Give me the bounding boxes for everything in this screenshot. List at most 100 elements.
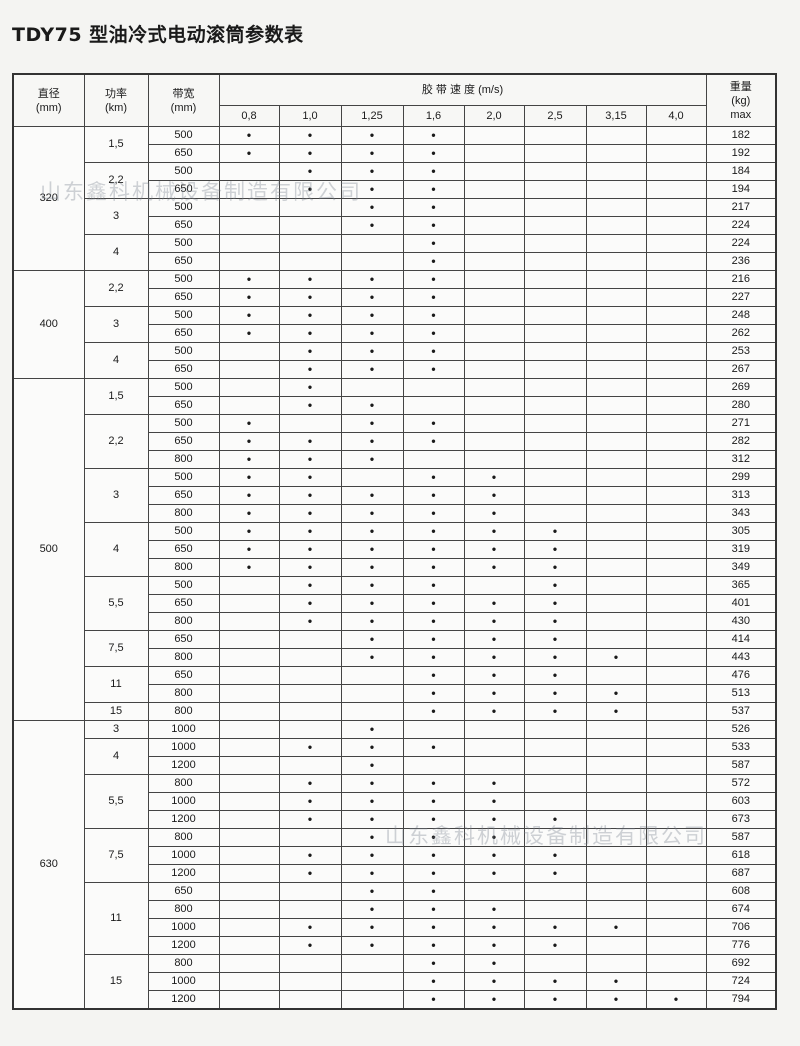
speed-cell — [523, 468, 587, 487]
speed-cell — [523, 234, 587, 253]
width-cell: 650 — [147, 432, 220, 451]
available-dot-icon: • — [246, 433, 252, 448]
speed-cell: • — [278, 270, 342, 289]
available-dot-icon: • — [431, 847, 436, 862]
diameter-cell: 320 — [12, 126, 85, 271]
speed-cell: • — [523, 810, 587, 829]
speed-cell — [463, 144, 525, 163]
speed-cell — [463, 882, 525, 901]
speed-cell: • — [585, 990, 647, 1010]
available-dot-icon: • — [613, 703, 619, 718]
table-row: 650 • • • • 262 — [13, 324, 777, 343]
speed-cell — [523, 270, 587, 289]
table-row: 2,2 500 • • • 271 — [13, 414, 777, 469]
weight-cell: 269 — [705, 378, 777, 397]
available-dot-icon: • — [552, 991, 558, 1006]
available-dot-icon: • — [431, 325, 436, 340]
speed-cell: • — [402, 936, 465, 955]
available-dot-icon: • — [431, 613, 436, 628]
speed-cell: • — [278, 864, 342, 883]
power-cell: 5,5 — [83, 576, 149, 631]
available-dot-icon: • — [369, 127, 375, 142]
available-dot-icon: • — [431, 955, 436, 970]
speed-cell — [218, 666, 280, 685]
weight-cell: 526 — [705, 720, 777, 739]
speed-cell: • — [340, 180, 404, 199]
speed-cell — [218, 576, 280, 595]
available-dot-icon: • — [613, 973, 619, 988]
weight-cell: 687 — [705, 864, 777, 883]
speed-cell: • — [463, 828, 525, 847]
speed-cell — [218, 342, 280, 361]
available-dot-icon: • — [369, 181, 375, 196]
available-dot-icon: • — [369, 307, 375, 322]
available-dot-icon: • — [369, 433, 375, 448]
available-dot-icon: • — [431, 991, 436, 1006]
available-dot-icon: • — [552, 685, 558, 700]
width-cell: 500 — [147, 234, 220, 253]
power-cell: 1,5 — [83, 378, 149, 415]
speed-cell — [523, 396, 587, 415]
available-dot-icon: • — [369, 613, 375, 628]
speed-cell: • — [463, 648, 525, 667]
speed-cell: • — [278, 558, 342, 577]
available-dot-icon: • — [491, 559, 497, 574]
speed-cell — [585, 450, 647, 469]
speed-cell: • — [402, 666, 465, 685]
speed-cell — [218, 216, 280, 235]
speed-cell: • — [402, 594, 465, 613]
weight-cell: 443 — [705, 648, 777, 667]
available-dot-icon: • — [369, 793, 375, 808]
speed-cell: • — [340, 360, 404, 379]
speed-cell: • — [402, 576, 465, 595]
speed-cell — [218, 846, 280, 865]
available-dot-icon: • — [552, 919, 558, 934]
speed-cell: • — [402, 900, 465, 919]
speed-cell — [585, 378, 647, 397]
speed-cell: • — [402, 360, 465, 379]
speed-cell — [585, 738, 647, 757]
width-cell: 500 — [147, 198, 220, 217]
available-dot-icon: • — [307, 613, 313, 628]
speed-cell — [463, 360, 525, 379]
speed-cell: • — [340, 900, 404, 919]
speed-cell — [463, 252, 525, 271]
power-cell: 2,2 — [83, 162, 149, 199]
width-cell: 800 — [147, 900, 220, 919]
speed-cell: • — [402, 432, 465, 451]
speed-cell: • — [523, 522, 587, 541]
speed-cell — [340, 972, 404, 991]
weight-cell: 267 — [705, 360, 777, 379]
speed-cell: • — [340, 792, 404, 811]
available-dot-icon: • — [307, 595, 313, 610]
available-dot-icon: • — [369, 163, 375, 178]
speed-cell: • — [402, 126, 465, 145]
speed-cell: • — [218, 558, 280, 577]
speed-cell: • — [523, 846, 587, 865]
speed-cell — [645, 810, 707, 829]
speed-cell: • — [463, 702, 525, 721]
table-row: 1200 • • • • • 794 — [13, 990, 777, 1010]
table-row: 800 • • • • 513 — [13, 684, 777, 703]
speed-cell — [218, 252, 280, 271]
speed-cell: • — [218, 486, 280, 505]
speed-cell: • — [340, 756, 404, 775]
header-speed-1: 1,0 — [278, 105, 342, 127]
available-dot-icon: • — [369, 811, 375, 826]
weight-cell: 262 — [705, 324, 777, 343]
available-dot-icon: • — [246, 415, 252, 430]
speed-cell: • — [278, 468, 342, 487]
available-dot-icon: • — [491, 847, 497, 862]
speed-cell — [523, 252, 587, 271]
available-dot-icon: • — [369, 595, 375, 610]
speed-cell: • — [278, 306, 342, 325]
speed-cell — [585, 198, 647, 217]
speed-cell: • — [402, 612, 465, 631]
width-cell: 500 — [147, 576, 220, 595]
available-dot-icon: • — [431, 127, 436, 142]
available-dot-icon: • — [552, 973, 558, 988]
speed-cell — [523, 126, 587, 145]
power-cell: 3 — [83, 198, 149, 235]
speed-cell — [218, 234, 280, 253]
available-dot-icon: • — [431, 271, 436, 286]
